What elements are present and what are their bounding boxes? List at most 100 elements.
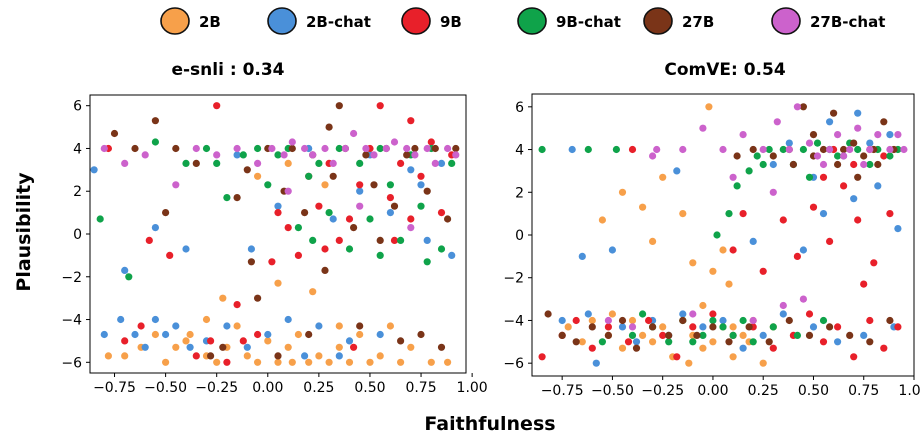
point-27b [423, 187, 431, 195]
point-9b-chat [709, 316, 717, 325]
x-tick-label: 0.00 [697, 383, 728, 399]
x-tick-label: −0.25 [641, 383, 684, 399]
legend-label: 27B-chat [810, 13, 885, 31]
point-9b-chat [689, 338, 697, 346]
point-2b-chat [584, 310, 592, 318]
point-27b [749, 145, 757, 154]
point-27b-chat [301, 144, 309, 153]
point-9b-chat [765, 145, 773, 154]
point-27b [693, 331, 701, 339]
point-2b [213, 358, 221, 366]
point-27b-chat [321, 144, 329, 153]
point-2b-chat [886, 131, 894, 139]
point-9b-chat [538, 145, 546, 154]
point-2b [243, 352, 251, 360]
point-2b [186, 330, 194, 339]
point-27b [162, 209, 170, 217]
point-9b [121, 337, 129, 345]
point-9b-chat [305, 172, 313, 180]
point-2b-chat [329, 215, 337, 223]
point-9b [834, 323, 842, 331]
point-2b-chat [223, 322, 231, 330]
y-tick-label: 2 [515, 185, 524, 201]
point-9b [604, 323, 613, 331]
point-27b [874, 160, 882, 169]
point-9b-chat [151, 138, 159, 146]
point-27b [390, 202, 399, 210]
legend-label: 9B [440, 13, 462, 31]
point-27b-chat [805, 139, 814, 147]
point-9b [769, 344, 777, 352]
legend-swatch [643, 7, 673, 35]
point-9b-chat [793, 331, 802, 339]
point-27b-chat [860, 160, 868, 169]
point-2b [397, 358, 405, 366]
point-27b [830, 109, 838, 117]
point-9b [335, 236, 343, 244]
point-9b [268, 258, 276, 266]
point-9b [645, 316, 653, 325]
legend-item-9b-chat: 9B-chat [517, 7, 621, 35]
point-27b-chat [288, 138, 296, 146]
point-27b-chat [729, 173, 737, 181]
point-27b-chat [254, 159, 262, 167]
point-27b [376, 236, 384, 244]
legend-swatch [267, 7, 297, 35]
point-9b [284, 224, 292, 232]
point-27b-chat [749, 316, 757, 325]
point-27b [886, 316, 894, 325]
point-2b [628, 316, 637, 325]
point-2b [182, 337, 190, 345]
point-9b [356, 181, 364, 189]
point-9b [894, 323, 902, 331]
point-2b-chat [854, 109, 862, 117]
point-2b [386, 322, 394, 330]
point-2b [356, 330, 364, 339]
point-2b-chat [121, 266, 129, 274]
point-9b-chat [335, 144, 343, 153]
point-9b [137, 322, 145, 330]
point-2b [588, 316, 596, 325]
point-27b-chat [886, 145, 894, 154]
legend-label: 9B-chat [556, 13, 621, 31]
point-9b [315, 202, 323, 210]
point-2b [639, 203, 647, 211]
point-27b-chat [894, 131, 902, 139]
scatter-points [538, 103, 908, 367]
point-2b-chat [749, 237, 757, 245]
point-2b [294, 330, 302, 339]
point-2b-chat [632, 338, 641, 346]
point-2b [725, 280, 733, 288]
point-2b [739, 331, 747, 339]
point-27b-chat [284, 187, 292, 195]
point-2b [427, 358, 435, 366]
point-9b-chat [254, 144, 262, 153]
point-2b [305, 358, 313, 366]
point-9b [294, 251, 302, 259]
point-27b [679, 316, 687, 325]
point-27b [329, 172, 337, 180]
point-2b-chat [673, 167, 681, 175]
y-tick-label: 0 [73, 227, 82, 243]
point-27b [335, 102, 343, 110]
point-27b [618, 316, 627, 325]
point-9b-chat [729, 331, 737, 339]
point-27b [243, 166, 251, 174]
point-9b [850, 353, 858, 361]
point-2b-chat [618, 323, 627, 331]
point-27b [854, 173, 862, 181]
point-27b-chat [423, 144, 431, 153]
point-27b [866, 338, 874, 346]
point-9b [588, 344, 596, 352]
point-27b [172, 144, 180, 153]
point-2b [618, 344, 627, 352]
point-27b-chat [280, 151, 288, 159]
point-27b-chat [444, 144, 452, 153]
point-2b [659, 173, 667, 181]
point-9b-chat [315, 159, 323, 167]
point-9b-chat [745, 167, 753, 175]
point-27b-chat [268, 144, 276, 153]
point-2b [444, 358, 452, 366]
point-27b [254, 294, 262, 302]
point-2b [219, 294, 227, 302]
